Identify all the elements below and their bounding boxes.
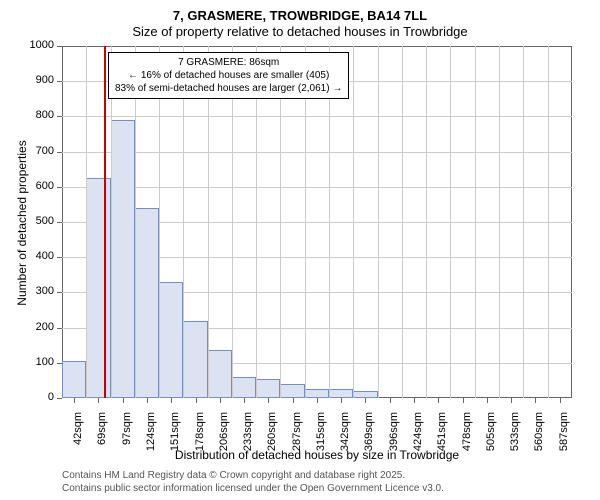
- xtick-mark: [341, 398, 342, 403]
- xtick-label: 178sqm: [194, 412, 206, 472]
- xtick-label: 260sqm: [266, 412, 278, 472]
- xtick-mark: [220, 398, 221, 403]
- xtick-mark: [244, 398, 245, 403]
- chart-title-line2: Size of property relative to detached ho…: [0, 23, 600, 39]
- xtick-label: 69sqm: [96, 412, 108, 472]
- ytick-label: 500: [22, 215, 54, 227]
- xtick-label: 233sqm: [242, 412, 254, 472]
- ytick-mark: [57, 257, 62, 258]
- xtick-mark: [487, 398, 488, 403]
- grid-line-vertical: [523, 46, 524, 398]
- annotation-line1: 7 GRASMERE: 86sqm: [115, 56, 342, 69]
- xtick-mark: [390, 398, 391, 403]
- histogram-bar: [183, 321, 207, 398]
- histogram-bar: [305, 389, 329, 398]
- xtick-mark: [98, 398, 99, 403]
- histogram-bar: [329, 389, 353, 398]
- footer-line1: Contains HM Land Registry data © Crown c…: [62, 470, 405, 481]
- ytick-label: 900: [22, 74, 54, 86]
- grid-line-vertical: [378, 46, 379, 398]
- footer-line2: Contains public sector information licen…: [62, 483, 444, 494]
- annotation-line3: 83% of semi-detached houses are larger (…: [115, 82, 342, 95]
- grid-line-horizontal: [62, 187, 572, 188]
- xtick-mark: [560, 398, 561, 403]
- ytick-label: 400: [22, 250, 54, 262]
- xtick-mark: [123, 398, 124, 403]
- ytick-mark: [57, 328, 62, 329]
- histogram-bar: [159, 282, 183, 398]
- xtick-mark: [268, 398, 269, 403]
- xtick-label: 451sqm: [436, 412, 448, 472]
- xtick-mark: [438, 398, 439, 403]
- grid-line-vertical: [402, 46, 403, 398]
- annotation-line2: ← 16% of detached houses are smaller (40…: [115, 69, 342, 82]
- ytick-mark: [57, 116, 62, 117]
- histogram-bar: [232, 377, 256, 398]
- xtick-label: 505sqm: [485, 412, 497, 472]
- xtick-label: 342sqm: [339, 412, 351, 472]
- ytick-label: 200: [22, 321, 54, 333]
- xtick-label: 560sqm: [533, 412, 545, 472]
- ytick-label: 0: [22, 391, 54, 403]
- xtick-label: 478sqm: [461, 412, 473, 472]
- grid-line-vertical: [499, 46, 500, 398]
- grid-line-horizontal: [62, 116, 572, 117]
- histogram-bar: [208, 350, 232, 398]
- ytick-mark: [57, 398, 62, 399]
- chart-container: 7, GRASMERE, TROWBRIDGE, BA14 7LL Size o…: [0, 0, 600, 500]
- grid-line-vertical: [475, 46, 476, 398]
- xtick-label: 424sqm: [412, 412, 424, 472]
- xtick-label: 151sqm: [169, 412, 181, 472]
- xtick-label: 315sqm: [315, 412, 327, 472]
- xtick-mark: [147, 398, 148, 403]
- ytick-mark: [57, 187, 62, 188]
- ytick-label: 700: [22, 145, 54, 157]
- ytick-mark: [57, 46, 62, 47]
- annotation-box: 7 GRASMERE: 86sqm ← 16% of detached hous…: [108, 52, 349, 99]
- ytick-label: 800: [22, 109, 54, 121]
- marker-line: [104, 46, 106, 398]
- ytick-label: 100: [22, 356, 54, 368]
- xtick-label: 42sqm: [72, 412, 84, 472]
- xtick-mark: [535, 398, 536, 403]
- xtick-label: 206sqm: [218, 412, 230, 472]
- xtick-mark: [317, 398, 318, 403]
- xtick-mark: [293, 398, 294, 403]
- xtick-label: 369sqm: [363, 412, 375, 472]
- xtick-mark: [511, 398, 512, 403]
- xtick-mark: [365, 398, 366, 403]
- ytick-label: 300: [22, 285, 54, 297]
- xtick-label: 97sqm: [121, 412, 133, 472]
- xtick-mark: [196, 398, 197, 403]
- xtick-label: 124sqm: [145, 412, 157, 472]
- xtick-mark: [74, 398, 75, 403]
- xtick-mark: [171, 398, 172, 403]
- histogram-bar: [256, 379, 280, 398]
- ytick-label: 600: [22, 180, 54, 192]
- histogram-bar: [135, 208, 159, 398]
- xtick-label: 587sqm: [558, 412, 570, 472]
- xtick-label: 396sqm: [388, 412, 400, 472]
- chart-title-line1: 7, GRASMERE, TROWBRIDGE, BA14 7LL: [0, 0, 600, 23]
- xtick-mark: [463, 398, 464, 403]
- grid-line-vertical: [426, 46, 427, 398]
- grid-line-horizontal: [62, 152, 572, 153]
- xtick-mark: [414, 398, 415, 403]
- histogram-bar: [280, 384, 304, 398]
- ytick-mark: [57, 222, 62, 223]
- grid-line-vertical: [86, 46, 87, 398]
- histogram-bar: [111, 120, 135, 398]
- xtick-label: 533sqm: [509, 412, 521, 472]
- xtick-label: 287sqm: [291, 412, 303, 472]
- histogram-bar: [353, 391, 377, 398]
- ytick-label: 1000: [22, 39, 54, 51]
- ytick-mark: [57, 81, 62, 82]
- ytick-mark: [57, 292, 62, 293]
- grid-line-vertical: [450, 46, 451, 398]
- histogram-bar: [86, 178, 110, 398]
- grid-line-vertical: [353, 46, 354, 398]
- grid-line-vertical: [548, 46, 549, 398]
- histogram-bar: [62, 361, 86, 398]
- ytick-mark: [57, 152, 62, 153]
